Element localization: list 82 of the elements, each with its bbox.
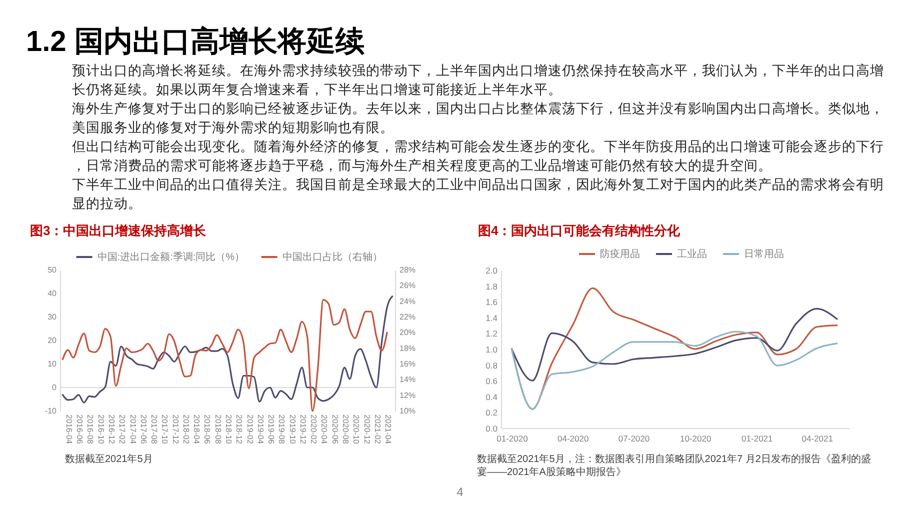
- y-tick-label: 0: [52, 383, 58, 392]
- y2-tick-label: 22%: [400, 312, 416, 322]
- y-tick-label: 1.6: [486, 297, 498, 308]
- y-tick-label: 20: [48, 336, 58, 345]
- y-tick-label: 1.2: [486, 328, 498, 339]
- y2-tick-label: 18%: [400, 344, 416, 353]
- x-tick-label: 2018-06: [202, 414, 212, 444]
- y2-tick-label: 26%: [400, 281, 416, 290]
- y-tick-label: 30: [48, 312, 58, 322]
- x-tick-label: 01-2021: [742, 434, 774, 444]
- text: 4: [456, 485, 464, 499]
- line-series: [510, 308, 838, 382]
- y-tick-label: 10: [48, 360, 58, 368]
- legend-label: 中国:进出口金额:季调:同比（%）: [97, 251, 245, 263]
- y2-tick-label: 10%: [400, 406, 416, 416]
- x-tick-label: 2017-06: [138, 414, 148, 444]
- y-tick-label: 0.6: [486, 376, 498, 386]
- x-tick-label: 2020-04: [320, 414, 329, 444]
- x-tick-label: 2017-08: [150, 414, 159, 444]
- x-tick-label: 10-2020: [680, 434, 712, 444]
- x-tick-label: 2019-04: [256, 414, 265, 444]
- x-tick-label: 2020-02: [309, 414, 318, 444]
- x-tick-label: 04-2020: [558, 434, 589, 444]
- y-tick-label: 0.0: [486, 424, 498, 434]
- x-tick-label: 04-2021: [802, 434, 834, 444]
- x-tick-label: 2017-04: [128, 414, 138, 444]
- x-tick-label: 2019-08: [277, 414, 286, 444]
- y-tick-label: 2.0: [486, 266, 498, 276]
- x-tick-label: 2020-06: [330, 414, 340, 444]
- y-tick-label: 1.4: [486, 312, 498, 323]
- x-tick-label: 2016-10: [96, 414, 106, 444]
- x-tick-label: 01-2020: [496, 434, 528, 444]
- y2-tick-label: 20%: [400, 328, 416, 338]
- text: 1.2 国内出口高增长将延续: [26, 25, 364, 58]
- x-tick-label: 2018-08: [213, 414, 222, 444]
- y2-tick-label: 24%: [400, 296, 416, 306]
- x-tick-label: 2018-10: [224, 414, 233, 444]
- x-tick-label: 2018-02: [181, 414, 190, 444]
- text: 数据截至2021年5月: [65, 453, 153, 465]
- text: 但出口结构可能会出现变化。随着海外经济的修复，需求结构可能会发生逐步的变化。下半年防疫用品的出口增速可能会逐步的下行，日常消费品的需求可能将逐步趋于平稳，而与海外生产相关程度更高的工业品增速可能仍然有较大的提升空间。: [72, 139, 884, 173]
- text: 下半年工业中间品的出口值得关注。我国目前是全球最大的工业中间品出口国家，因此海外复工对于国内的此类产品的需求将会有明显的拉动。: [72, 177, 884, 211]
- x-tick-label: 2017-10: [160, 414, 170, 444]
- x-tick-label: 2020-10: [352, 414, 361, 444]
- chart-title: 图4：国内出口可能会有结构性分化: [478, 223, 682, 238]
- legend-label: 日常用品: [744, 248, 784, 260]
- y2-tick-label: 12%: [400, 390, 416, 400]
- x-tick-label: 2016-06: [75, 414, 84, 444]
- x-tick-label: 2017-02: [118, 414, 127, 444]
- y-tick-label: 0.8: [486, 360, 498, 370]
- x-tick-label: 2021-02: [372, 414, 382, 444]
- y-tick-label: -10: [44, 406, 58, 416]
- y2-tick-label: 16%: [400, 360, 416, 368]
- x-tick-label: 07-2020: [618, 434, 650, 444]
- y-tick-label: 1.0: [486, 344, 498, 354]
- x-tick-label: 2019-06: [266, 414, 276, 444]
- x-tick-label: 2017-12: [170, 414, 180, 444]
- chart-title: 图3：中国出口增速保持高增长: [30, 223, 208, 238]
- legend-label: 中国出口占比（右轴）: [282, 251, 382, 263]
- y-tick-label: 1.8: [486, 281, 498, 292]
- y2-tick-label: 14%: [400, 375, 416, 384]
- x-tick-label: 2018-04: [192, 414, 202, 444]
- text: 海外生产修复对于出口的影响已经被逐步证伪。去年以来，国内出口占比整体震荡下行，但这并没有影响国内出口高增长。类似地，美国服务业的修复对于海外需求的短期影响也有限。: [72, 101, 884, 135]
- y-tick-label: 0.2: [486, 408, 498, 418]
- y2-tick-label: 28%: [400, 266, 416, 274]
- text: 数据截至2021年5月，注：数据图表引用自策略团队2021年7 月2日发布的报告《盈利的盛宴——2021年A股策略中期报告》: [477, 453, 871, 478]
- x-tick-label: 2021-04: [384, 414, 393, 444]
- y-tick-label: 0.4: [486, 392, 498, 402]
- legend-label: 工业品: [677, 248, 707, 260]
- x-tick-label: 2016-12: [107, 414, 116, 444]
- x-tick-label: 2019-02: [245, 414, 254, 444]
- x-tick-label: 2018-12: [234, 414, 244, 444]
- legend-label: 防疫用品: [600, 248, 640, 260]
- text: 预计出口的高增长将延续。在海外需求持续较强的带动下，上半年国内出口增速仍然保持在较高水平，我们认为，下半年的出口高增长仍将延续。如果以两年复合增速来看，下半年出口增速可能接近上半年水平。: [72, 63, 884, 97]
- x-tick-label: 2020-08: [340, 414, 350, 444]
- x-tick-label: 2016-08: [86, 414, 95, 444]
- x-tick-label: 2019-12: [298, 414, 308, 444]
- x-tick-label: 2020-12: [362, 414, 372, 444]
- y-tick-label: 50: [48, 266, 58, 274]
- x-tick-label: 2019-10: [288, 414, 297, 444]
- line-series: [510, 330, 838, 410]
- x-tick-label: 2016-04: [64, 414, 74, 444]
- y-tick-label: 40: [48, 289, 58, 298]
